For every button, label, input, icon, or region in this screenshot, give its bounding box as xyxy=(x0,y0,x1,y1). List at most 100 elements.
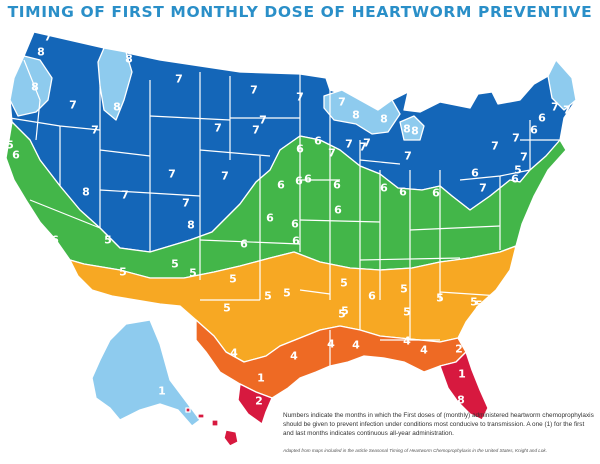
month-label: 5 xyxy=(223,302,231,315)
month-label: 7 xyxy=(17,221,25,234)
month-label: 6 xyxy=(368,290,376,303)
month-label: 1 xyxy=(458,368,466,381)
state-line xyxy=(359,159,401,165)
month-label: 6 xyxy=(18,224,26,237)
month-label: 7 xyxy=(296,91,304,104)
state-line xyxy=(299,289,331,295)
month-label: 7 xyxy=(345,138,353,151)
month-label: 7 xyxy=(404,150,412,163)
hawaii-island-main xyxy=(223,429,239,447)
month-label: 6 xyxy=(295,175,303,188)
month-label: 4 xyxy=(420,344,428,357)
month-label: 5 xyxy=(338,308,346,321)
month-label: 6 xyxy=(291,218,299,231)
month-label: 7 xyxy=(44,31,52,44)
month-label: 5 xyxy=(400,283,408,296)
month-label: 7 xyxy=(491,140,499,153)
month-label: 7 xyxy=(363,137,371,150)
state-line xyxy=(29,199,101,229)
month-label: 7 xyxy=(338,96,346,109)
month-label: 5 xyxy=(189,267,197,280)
month-label: 5 xyxy=(514,164,522,177)
month-label: 8 xyxy=(113,101,121,114)
month-label: 7 xyxy=(328,147,336,160)
month-label: 6 xyxy=(314,135,322,148)
map-source-note: Adapted from maps included in the articl… xyxy=(283,448,547,453)
month-label: 5 xyxy=(229,273,237,286)
zone-month-8-rockies xyxy=(97,47,133,121)
state-line xyxy=(149,115,231,121)
state-line xyxy=(439,291,501,297)
month-label: 7 xyxy=(563,104,571,117)
month-label: 7 xyxy=(359,141,367,154)
month-label: 7 xyxy=(221,170,229,183)
month-label: 8 xyxy=(125,53,133,66)
month-label: 7 xyxy=(91,124,99,137)
month-label: 5 xyxy=(470,296,478,309)
hawaii-island-oahu xyxy=(197,413,205,419)
zone-month-8-upper-midwest xyxy=(323,89,401,135)
month-label: 8 xyxy=(411,125,419,138)
state-line xyxy=(23,59,41,141)
month-label: 7 xyxy=(250,84,258,97)
month-label: 5 xyxy=(403,306,411,319)
zone-alaska xyxy=(91,319,201,427)
month-label: 5 xyxy=(119,266,127,279)
month-label: 7 xyxy=(551,101,559,114)
month-label: 1 xyxy=(257,372,265,385)
month-label: 5 xyxy=(6,139,14,152)
month-label: 7 xyxy=(175,73,183,86)
month-label: 2 xyxy=(455,343,463,356)
month-label: 8 xyxy=(403,123,411,136)
state-boundaries xyxy=(9,59,560,380)
zone-month-2-florida xyxy=(439,351,489,421)
zone-month-2-south-texas xyxy=(237,383,273,425)
month-label: 8 xyxy=(31,81,39,94)
month-label: 5 xyxy=(340,277,348,290)
month-label: 6 xyxy=(296,143,304,156)
month-label: 6 xyxy=(334,204,342,217)
month-label: 6 xyxy=(266,212,274,225)
month-label: 7 xyxy=(259,114,267,127)
month-label: 8 xyxy=(352,109,360,122)
hawaii-islands xyxy=(185,407,239,447)
state-line xyxy=(99,149,151,157)
zone-month-8-michigan xyxy=(399,115,425,141)
month-label: 6 xyxy=(399,186,407,199)
month-label: 7 xyxy=(214,122,222,135)
zone-month-8-northwest xyxy=(9,55,53,117)
month-label: 6 xyxy=(380,182,388,195)
month-label: 6 xyxy=(333,179,341,192)
month-label: 7 xyxy=(121,189,129,202)
month-label: 8 xyxy=(380,113,388,126)
state-line xyxy=(299,219,381,223)
hawaii-island-maui xyxy=(211,419,219,427)
month-label: 5 xyxy=(104,234,112,247)
month-label: 6 xyxy=(32,227,40,240)
month-label: 8 xyxy=(187,219,195,232)
month-label: 6 xyxy=(432,187,440,200)
month-label: 7 xyxy=(512,132,520,145)
month-label: 8 xyxy=(82,186,90,199)
state-line xyxy=(199,149,271,157)
month-label: 8 xyxy=(457,394,465,407)
month-label: 6 xyxy=(57,250,65,263)
month-label: 6 xyxy=(12,149,20,162)
month-label: 6 xyxy=(304,173,312,186)
month-label: 8 xyxy=(37,46,45,59)
zone-month-8-maine xyxy=(547,59,577,111)
month-label: 2 xyxy=(255,395,263,408)
month-label: 6 xyxy=(44,252,52,265)
month-label: 6 xyxy=(538,112,546,125)
month-label: 5 xyxy=(341,305,349,318)
month-label: 5 xyxy=(264,290,272,303)
month-label: 4 xyxy=(403,335,411,348)
month-label: 5 xyxy=(475,299,483,312)
month-label: 6 xyxy=(51,234,59,247)
month-label: 7 xyxy=(69,99,77,112)
month-label: 6 xyxy=(240,238,248,251)
month-label: 6 xyxy=(530,124,538,137)
month-label: 7 xyxy=(520,151,528,164)
month-label: 4 xyxy=(290,350,298,363)
